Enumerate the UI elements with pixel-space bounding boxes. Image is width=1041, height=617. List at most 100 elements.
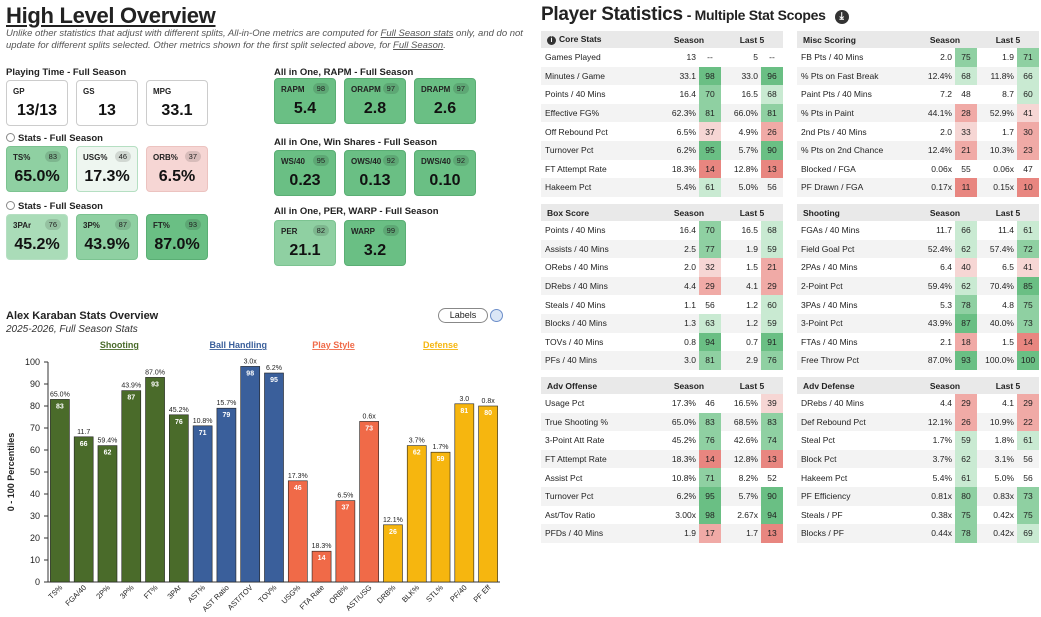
stat-name: Blocks / PF <box>797 524 913 543</box>
x-tick-label: FGA/40 <box>63 583 88 608</box>
chart-title: Alex Karaban Stats Overview <box>6 310 159 322</box>
season-value: 6.2% <box>657 486 699 506</box>
download-icon[interactable]: ⤓ <box>834 10 849 24</box>
full-season-stats-link[interactable]: Full Season stats <box>380 28 454 39</box>
season-value: 4.4 <box>940 398 952 409</box>
season-value: 12.4% <box>913 66 955 86</box>
season-value: 11.7 <box>936 225 952 236</box>
radio-icon[interactable] <box>6 133 15 142</box>
bar-percentile-label: 76 <box>175 419 183 426</box>
last5-value: 33.0 <box>721 66 761 86</box>
last5-pct: 73 <box>1017 486 1039 506</box>
table-title: i Core Stats <box>541 31 657 48</box>
stat-name: Effective FG% <box>541 103 657 123</box>
labels-button[interactable]: Labels <box>438 308 488 323</box>
last5-pct: 29 <box>1017 394 1039 413</box>
stat-name: % Pts in Paint <box>797 103 913 123</box>
season-pct: 81 <box>699 103 721 123</box>
tile-warp: WARP 99 3.2 <box>344 220 406 266</box>
y-tick-label: 0 <box>35 577 40 587</box>
last5-value: 6.5 <box>1002 262 1014 273</box>
last5-pct: 96 <box>761 66 783 86</box>
last5-value: 42.6% <box>733 435 758 446</box>
stat-name: 2PAs / 40 Mins <box>801 262 858 273</box>
col-last5: Last 5 <box>721 31 783 48</box>
tile-ftp: FT% 93 87.0% <box>146 214 208 260</box>
season-value: 16.4 <box>679 89 696 100</box>
stat-name: Points / 40 Mins <box>545 225 606 236</box>
table-row: Ast/Tov Ratio 3.00x 98 2.67x 94 <box>541 505 783 525</box>
last5-pct: 14 <box>1017 332 1039 352</box>
table-row: Hakeem Pct 5.4% 61 5.0% 56 <box>797 468 1039 487</box>
info-icon[interactable]: i <box>547 36 556 45</box>
table-row: 3-Point Pct 43.9% 87 40.0% 73 <box>797 313 1039 333</box>
y-axis-label: 0 - 100 Percentiles <box>6 433 16 512</box>
season-value: 0.81x <box>913 486 955 506</box>
tile-3par: 3PAr 76 45.2% <box>6 214 68 260</box>
last5-value: 1.7 <box>1002 126 1014 137</box>
x-tick-label: PF Eff <box>472 582 494 604</box>
last5-pct: 61 <box>1017 431 1039 450</box>
table-row: % Pts on Fast Break 12.4% 68 11.8% 66 <box>797 66 1039 86</box>
bar-ast-usg <box>359 421 379 583</box>
table-row: 2nd Pts / 40 Mins 2.0 33 1.7 30 <box>797 122 1039 141</box>
bar-value-label: 0.6x <box>363 413 377 420</box>
table-row: DRebs / 40 Mins 4.4 29 4.1 29 <box>541 276 783 296</box>
bar-fga-40 <box>73 436 94 583</box>
table-row: Blocks / PF 0.44x 78 0.42x 69 <box>797 524 1039 543</box>
stat-name: FTAs / 40 Mins <box>801 336 858 347</box>
table-row: DRebs / 40 Mins 4.4 29 4.1 29 <box>797 394 1039 413</box>
stat-name: Steals / PF <box>801 509 843 520</box>
col-last5: Last 5 <box>977 377 1039 394</box>
tile-mpg: MPG 33.1 <box>146 80 208 126</box>
stat-name: FT Attempt Rate <box>541 449 657 469</box>
last5-pct: 59 <box>761 239 783 259</box>
last5-pct: 81 <box>761 103 783 123</box>
percentile-bar-chart: 0 10 20 30 40 50 60 70 80 90 100 0 - 100 Percentile… <box>6 340 500 613</box>
stat-name: 3-Point Pct <box>797 313 913 333</box>
season-pct: 62 <box>955 449 977 469</box>
bar-percentile-label: 98 <box>246 370 254 377</box>
bar-ast- <box>192 425 213 583</box>
table-row: Turnover Pct 6.2% 95 5.7% 90 <box>541 140 783 160</box>
table-row: Steals / 40 Mins 1.1 56 1.2 60 <box>541 295 783 314</box>
last5-value: 16.5 <box>741 89 758 100</box>
section-rapm: All in One, RAPM - Full Season <box>274 67 414 78</box>
bar-percentile-label: 14 <box>318 555 326 562</box>
last5-value: 1.5 <box>1002 336 1014 347</box>
radio-icon[interactable] <box>6 201 15 210</box>
last5-pct: 21 <box>761 258 783 277</box>
season-value: 2.0 <box>684 262 696 273</box>
table-row: Block Pct 3.7% 62 3.1% 56 <box>797 449 1039 469</box>
season-pct: 80 <box>955 486 977 506</box>
bar-percentile-label: 81 <box>460 408 468 415</box>
last5-value: 0.7 <box>746 336 758 347</box>
table-row: % Pts on 2nd Chance 12.4% 21 10.3% 23 <box>797 140 1039 160</box>
season-pct: 76 <box>699 431 721 450</box>
season-pct: 70 <box>699 221 721 240</box>
stat-name: PF Efficiency <box>797 486 913 506</box>
full-season-link[interactable]: Full Season <box>393 40 444 51</box>
x-tick-label: FTA Rate <box>298 583 326 611</box>
season-value: 3.00x <box>675 509 696 520</box>
section-per-warp: All in One, PER, WARP - Full Season <box>274 206 439 217</box>
season-value: 16.4 <box>679 225 696 236</box>
season-pct: 29 <box>699 276 721 296</box>
season-pct: 32 <box>699 258 721 277</box>
table-row: Blocks / 40 Mins 1.3 63 1.2 59 <box>541 313 783 333</box>
tile-orapm: ORAPM 97 2.8 <box>344 78 406 124</box>
group-header-play-style: Play Style <box>312 340 355 350</box>
last5-pct: 61 <box>1017 221 1039 240</box>
stat-name: TOVs / 40 Mins <box>545 336 604 347</box>
season-pct: 61 <box>699 178 721 197</box>
labels-toggle[interactable] <box>490 309 503 322</box>
table-row: True Shooting % 65.0% 83 68.5% 83 <box>541 412 783 432</box>
bar-percentile-label: 93 <box>151 381 159 388</box>
stats-table-adv-defense: Adv Defense Season Last 5 DRebs / 40 Mins 4.… <box>797 377 1039 543</box>
stat-name: Steals / 40 Mins <box>545 299 606 310</box>
season-pct: 95 <box>699 140 721 160</box>
season-value: 52.4% <box>913 239 955 259</box>
stat-name: Blocked / FGA <box>801 163 856 174</box>
bar-ft- <box>145 377 165 583</box>
last5-value: 5.0% <box>994 472 1014 483</box>
